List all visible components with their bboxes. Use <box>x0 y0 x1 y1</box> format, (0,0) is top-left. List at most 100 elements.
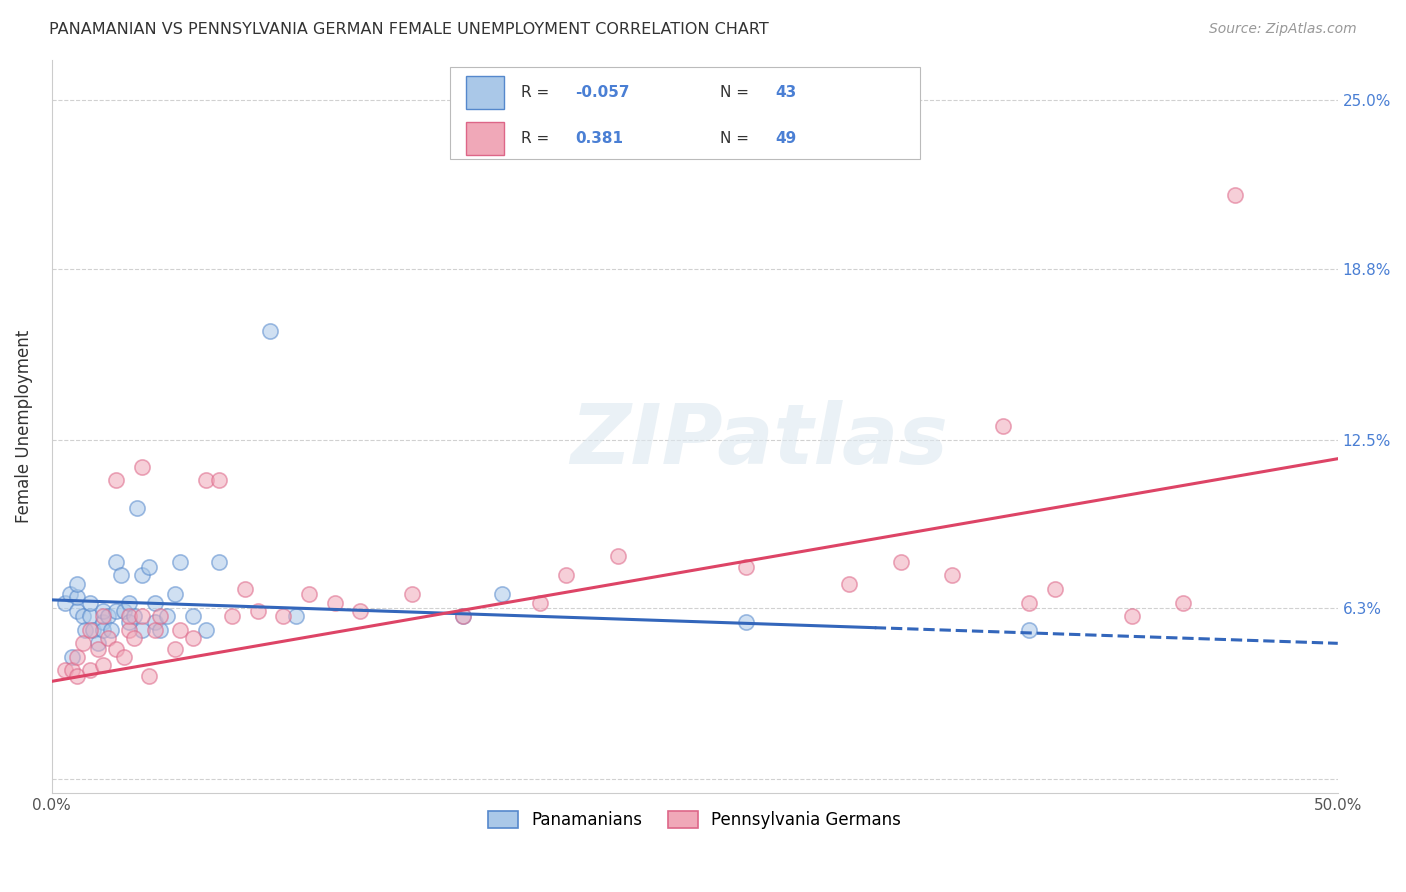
Point <box>491 587 513 601</box>
Point <box>53 596 76 610</box>
Point <box>529 596 551 610</box>
Point <box>349 604 371 618</box>
Point <box>138 560 160 574</box>
Point <box>122 631 145 645</box>
Point <box>131 459 153 474</box>
Point <box>118 623 141 637</box>
Point <box>87 636 110 650</box>
Point <box>169 623 191 637</box>
Point <box>66 590 89 604</box>
Point <box>91 609 114 624</box>
Point <box>298 587 321 601</box>
Point <box>105 474 128 488</box>
Text: N =: N = <box>720 131 755 146</box>
Text: PANAMANIAN VS PENNSYLVANIA GERMAN FEMALE UNEMPLOYMENT CORRELATION CHART: PANAMANIAN VS PENNSYLVANIA GERMAN FEMALE… <box>49 22 769 37</box>
Point <box>149 623 172 637</box>
Point <box>1018 623 1040 637</box>
FancyBboxPatch shape <box>465 122 505 155</box>
Point <box>79 609 101 624</box>
Point <box>131 609 153 624</box>
Point <box>118 615 141 629</box>
Point <box>208 555 231 569</box>
Point <box>323 596 346 610</box>
Point <box>246 604 269 618</box>
Point <box>451 609 474 624</box>
Point <box>79 664 101 678</box>
Point <box>105 555 128 569</box>
Point <box>118 596 141 610</box>
Point <box>112 649 135 664</box>
Point <box>941 568 963 582</box>
Text: 0.381: 0.381 <box>575 131 623 146</box>
Point <box>112 604 135 618</box>
Point <box>79 596 101 610</box>
Point <box>1121 609 1143 624</box>
Point <box>97 631 120 645</box>
Point <box>110 568 132 582</box>
Point <box>91 623 114 637</box>
Point <box>118 609 141 624</box>
Point <box>149 609 172 624</box>
Legend: Panamanians, Pennsylvania Germans: Panamanians, Pennsylvania Germans <box>482 804 908 836</box>
Point <box>105 604 128 618</box>
Point <box>208 474 231 488</box>
Point <box>131 623 153 637</box>
Point <box>181 631 204 645</box>
Point <box>181 609 204 624</box>
Point <box>60 649 83 664</box>
Point <box>169 555 191 569</box>
Point <box>105 641 128 656</box>
Point <box>233 582 256 596</box>
Point <box>66 649 89 664</box>
Point <box>72 636 94 650</box>
Text: ZIPatlas: ZIPatlas <box>569 401 948 482</box>
Point <box>60 664 83 678</box>
Point <box>1223 188 1246 202</box>
Point <box>59 587 82 601</box>
Point <box>143 623 166 637</box>
Point <box>143 615 166 629</box>
Point <box>122 609 145 624</box>
FancyBboxPatch shape <box>450 67 920 159</box>
Point <box>195 623 218 637</box>
Point <box>271 609 294 624</box>
Point <box>87 641 110 656</box>
Point <box>993 419 1015 434</box>
Text: 49: 49 <box>776 131 797 146</box>
Point <box>131 568 153 582</box>
Point <box>91 604 114 618</box>
Text: R =: R = <box>522 131 554 146</box>
Point <box>143 596 166 610</box>
Point <box>1043 582 1066 596</box>
Point <box>100 623 122 637</box>
Point <box>66 604 89 618</box>
FancyBboxPatch shape <box>465 76 505 109</box>
Point <box>259 324 281 338</box>
Point <box>1018 596 1040 610</box>
Point <box>1173 596 1195 610</box>
Point <box>91 658 114 673</box>
Point <box>606 549 628 564</box>
Point <box>66 576 89 591</box>
Point <box>555 568 578 582</box>
Point <box>735 560 758 574</box>
Point <box>125 500 148 515</box>
Point <box>451 609 474 624</box>
Point <box>75 623 97 637</box>
Point <box>889 555 911 569</box>
Point <box>82 623 104 637</box>
Point <box>72 609 94 624</box>
Point <box>285 609 308 624</box>
Text: N =: N = <box>720 85 755 100</box>
Point <box>156 609 179 624</box>
Point <box>66 669 89 683</box>
Text: 43: 43 <box>776 85 797 100</box>
Point <box>735 615 758 629</box>
Point <box>53 664 76 678</box>
Y-axis label: Female Unemployment: Female Unemployment <box>15 329 32 523</box>
Text: Source: ZipAtlas.com: Source: ZipAtlas.com <box>1209 22 1357 37</box>
Point <box>838 576 860 591</box>
Point <box>97 609 120 624</box>
Point <box>165 587 187 601</box>
Point <box>165 641 187 656</box>
